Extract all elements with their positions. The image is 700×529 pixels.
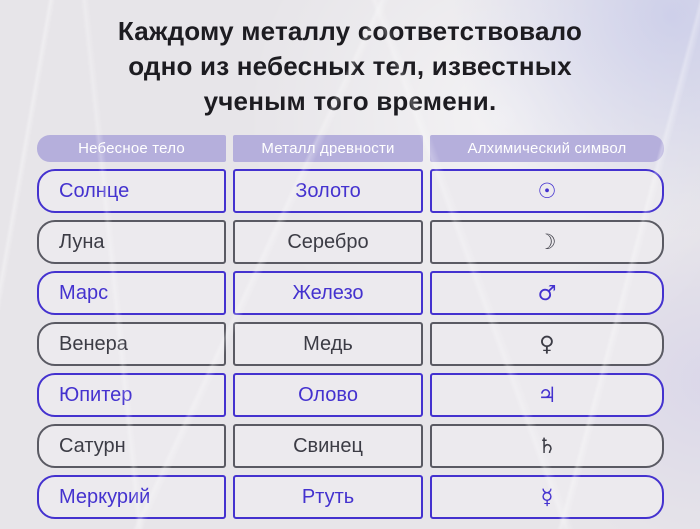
title-line-1: Каждому металлу соответствовало — [117, 16, 583, 46]
mercury-symbol: ☿ — [430, 475, 664, 519]
title-line-2: одно из небесных тел, известных — [128, 51, 572, 81]
column-header-celestial-body: Небесное тело — [37, 135, 226, 162]
cell-metal-lead: Свинец — [233, 424, 423, 468]
saturn-symbol: ♄ — [430, 424, 664, 468]
mars-symbol: ♂ — [430, 271, 664, 315]
moon-symbol: ☽ — [430, 220, 664, 264]
cell-body-mercury-planet: Меркурий — [37, 475, 226, 519]
cell-metal-copper: Медь — [233, 322, 423, 366]
cell-metal-mercury: Ртуть — [233, 475, 423, 519]
cell-body-mars: Марс — [37, 271, 226, 315]
cell-metal-silver: Серебро — [233, 220, 423, 264]
cell-body-saturn: Сатурн — [37, 424, 226, 468]
venus-symbol: ♀ — [430, 322, 664, 366]
column-header-ancient-metal: Металл древности — [233, 135, 423, 162]
cell-body-venus: Венера — [37, 322, 226, 366]
cell-body-moon: Луна — [37, 220, 226, 264]
column-header-alchemical-symbol: Алхимический символ — [430, 135, 664, 162]
cell-metal-iron: Железо — [233, 271, 423, 315]
jupiter-symbol: ♃ — [430, 373, 664, 417]
sun-symbol: ☉ — [430, 169, 664, 213]
page-title: Каждому металлу соответствовало одно из … — [0, 0, 700, 119]
cell-body-jupiter: Юпитер — [37, 373, 226, 417]
cell-body-sun: Солнце — [37, 169, 226, 213]
title-line-3: ученым того времени. — [203, 86, 497, 116]
cell-metal-gold: Золото — [233, 169, 423, 213]
cell-metal-tin: Олово — [233, 373, 423, 417]
metals-table: Небесное тело Металл древности Алхимичес… — [37, 135, 664, 519]
